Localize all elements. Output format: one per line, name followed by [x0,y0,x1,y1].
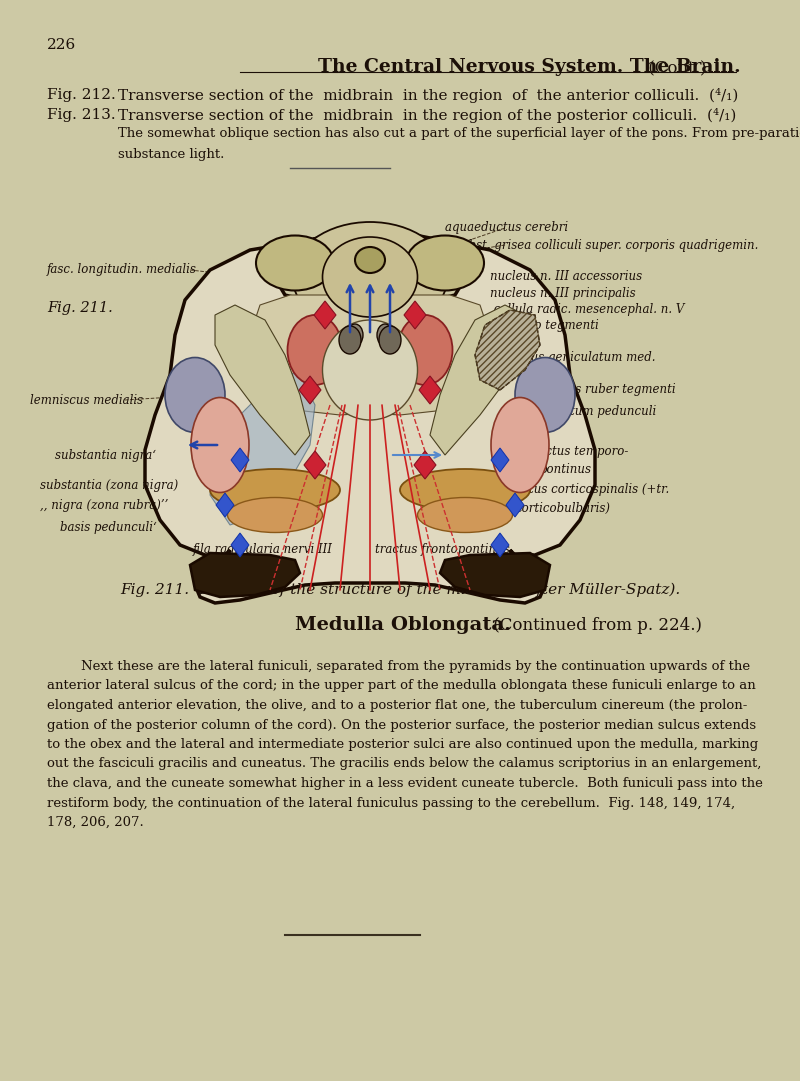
Ellipse shape [322,320,418,421]
Text: gation of the posterior column of the cord). On the posterior surface, the poste: gation of the posterior column of the co… [47,719,756,732]
Text: restiform body, the continuation of the lateral funiculus passing to the cerebel: restiform body, the continuation of the … [47,797,735,810]
Text: nucleus n. III accessorius: nucleus n. III accessorius [490,269,642,282]
Text: elongated anterior elevation, the olive, and to a posterior flat one, the tuberc: elongated anterior elevation, the olive,… [47,699,747,712]
Polygon shape [419,376,441,404]
Text: (Cont.): (Cont.) [643,61,706,77]
Text: ,corpus geniculatum med.: ,corpus geniculatum med. [500,351,655,364]
Ellipse shape [227,497,322,533]
Ellipse shape [355,246,385,273]
Polygon shape [440,553,550,597]
Text: The Central Nervous System. The Brain.: The Central Nervous System. The Brain. [318,58,741,76]
Ellipse shape [347,324,363,346]
Text: to the obex and the lateral and intermediate posterior sulci are also continued : to the obex and the lateral and intermed… [47,738,758,751]
Ellipse shape [377,324,393,346]
Text: ,, nigra (zona rubra)’’: ,, nigra (zona rubra)’’ [40,498,168,511]
Text: substantia (zona nigra): substantia (zona nigra) [40,479,178,492]
Polygon shape [475,310,540,390]
Text: nucleus ruber tegmenti: nucleus ruber tegmenti [535,384,676,397]
Text: tegmentum pedunculi: tegmentum pedunculi [525,405,656,418]
Text: substance light.: substance light. [118,148,224,161]
Polygon shape [145,230,595,603]
Text: tractus frontopontinus: tractus frontopontinus [375,544,510,557]
Polygon shape [304,451,326,479]
Text: substantia nigra‘: substantia nigra‘ [55,449,156,462]
Text: fasc. longitudin. medialis: fasc. longitudin. medialis [47,264,197,277]
Text: aquaeductus cerebri: aquaeductus cerebri [445,222,568,235]
Ellipse shape [256,236,334,291]
Text: Medulla Oblongata.: Medulla Oblongata. [295,616,511,633]
Text: Next these are the lateral funiculi, separated from the pyramids by the continua: Next these are the lateral funiculi, sep… [47,660,750,673]
Ellipse shape [210,469,340,511]
Text: out the fasciculi gracilis and cuneatus. The gracilis ends below the calamus scr: out the fasciculi gracilis and cuneatus.… [47,758,762,771]
Text: 226: 226 [47,38,76,52]
Polygon shape [506,493,524,517]
Ellipse shape [287,315,342,385]
Text: The somewhat oblique section has also cut a part of the superficial layer of the: The somewhat oblique section has also cu… [118,126,800,141]
Ellipse shape [322,237,418,317]
Text: Fig. 212.: Fig. 212. [47,88,116,102]
Ellipse shape [191,398,249,493]
Ellipse shape [293,222,447,332]
Text: Fig. 211.  Diagram of the structure of the midbrain (after Müller-Spatz).: Fig. 211. Diagram of the structure of th… [120,583,680,597]
Polygon shape [231,448,249,472]
Text: the clava, and the cuneate somewhat higher in a less evident cuneate tubercle.  : the clava, and the cuneate somewhat high… [47,777,763,790]
Ellipse shape [379,326,401,353]
Text: Fig. 213.: Fig. 213. [47,108,116,122]
Text: basis pedunculi‘: basis pedunculi‘ [60,521,157,534]
Polygon shape [250,295,490,415]
Text: cellula radic. mesencephal. n. V: cellula radic. mesencephal. n. V [490,303,684,316]
Polygon shape [404,301,426,329]
Polygon shape [314,301,336,329]
Ellipse shape [406,236,484,291]
Text: tractus temporo-: tractus temporo- [528,445,628,458]
Polygon shape [299,376,321,404]
Ellipse shape [165,358,225,432]
Text: (Continued from p. 224.): (Continued from p. 224.) [488,617,702,635]
Ellipse shape [398,315,453,385]
Polygon shape [210,370,315,525]
Text: 178, 206, 207.: 178, 206, 207. [47,816,144,829]
Text: tractus corticospinalis (+tr.: tractus corticospinalis (+tr. [505,483,670,496]
Polygon shape [231,533,249,557]
Polygon shape [491,448,509,472]
Polygon shape [190,553,300,597]
Text: Transverse section of the  midbrain  in the region of the posterior colliculi.  : Transverse section of the midbrain in th… [118,108,736,123]
Polygon shape [414,451,436,479]
Ellipse shape [418,497,513,533]
Ellipse shape [400,469,530,511]
Ellipse shape [491,398,549,493]
Ellipse shape [515,358,575,432]
Text: corticobulbaris): corticobulbaris) [515,502,610,515]
Text: lemniscus medialis: lemniscus medialis [30,393,143,406]
Text: Fig. 211.: Fig. 211. [47,301,113,315]
Text: anterior lateral sulcus of the cord; in the upper part of the medulla oblongata : anterior lateral sulcus of the cord; in … [47,680,756,693]
Polygon shape [430,305,525,455]
Text: pontinus: pontinus [540,464,592,477]
Text: nucleus n. III principalis: nucleus n. III principalis [490,286,636,299]
Text: fila radicularia nervi III: fila radicularia nervi III [193,544,333,557]
Text: subst. grisea colliculi super. corporis quadrigemin.: subst. grisea colliculi super. corporis … [455,239,758,252]
Polygon shape [216,493,234,517]
Polygon shape [491,533,509,557]
Text: Transverse section of the  midbrain  in the region  of  the anterior colliculi. : Transverse section of the midbrain in th… [118,88,738,103]
Ellipse shape [339,326,361,353]
Text: radiatio tegmenti: radiatio tegmenti [495,319,598,332]
Polygon shape [215,305,310,455]
